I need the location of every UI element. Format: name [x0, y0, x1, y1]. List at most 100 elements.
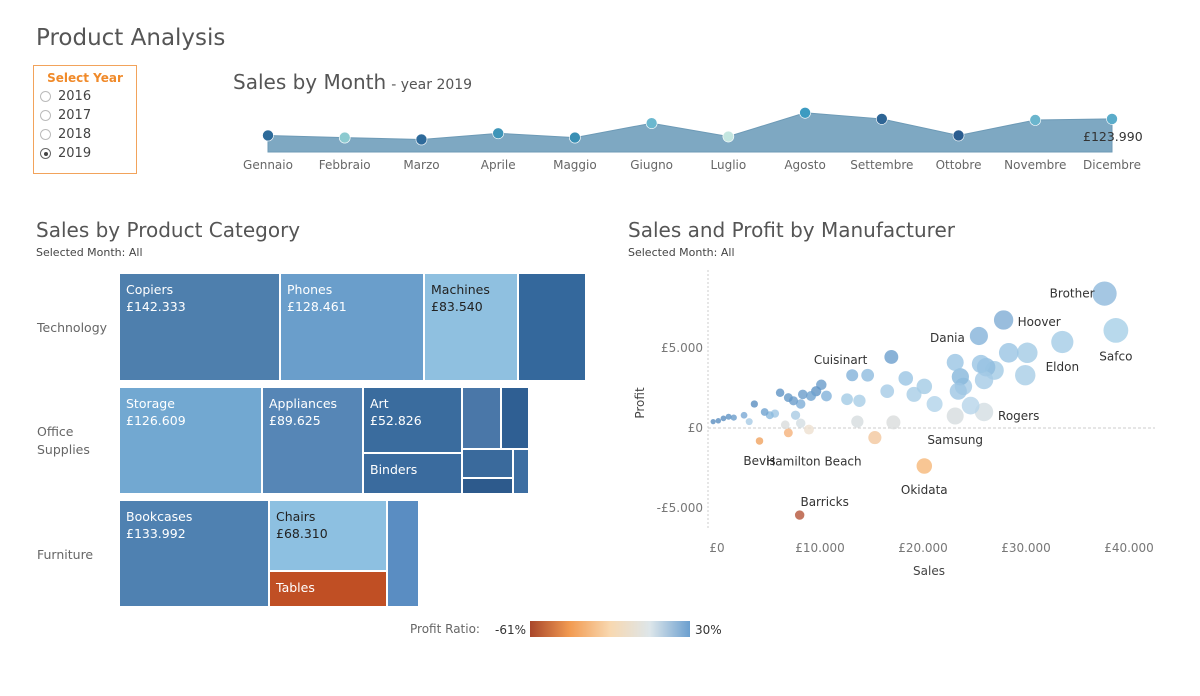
treemap-cell[interactable] [463, 388, 500, 448]
month-point[interactable] [569, 131, 581, 144]
manufacturer-point[interactable] [755, 437, 764, 445]
chart-title: Sales by Month [233, 70, 387, 94]
y-tick-label: £0 [688, 421, 703, 435]
manufacturer-point[interactable] [1015, 365, 1036, 386]
year-option-label: 2017 [58, 108, 92, 123]
treemap-cell-phones[interactable]: Phones £128.461 [281, 274, 423, 380]
month-point[interactable] [952, 129, 965, 142]
treemap-cell-tables[interactable]: Tables [270, 572, 386, 606]
treemap-cell[interactable] [463, 450, 512, 477]
manufacturer-point[interactable] [797, 389, 808, 400]
radio-icon[interactable] [40, 148, 51, 159]
month-point[interactable] [338, 131, 351, 144]
month-point[interactable] [1106, 113, 1118, 125]
manufacturer-point[interactable] [730, 414, 737, 421]
treemap-cell-machines[interactable]: Machines £83.540 [425, 274, 517, 380]
month-label: Luglio [710, 158, 747, 172]
manufacturer-point[interactable] [946, 353, 964, 371]
manufacturer-point[interactable] [795, 399, 806, 409]
month-point[interactable] [876, 113, 888, 125]
manufacturer-point[interactable] [851, 415, 864, 428]
manufacturer-point[interactable] [715, 418, 722, 424]
manufacturer-point[interactable] [783, 428, 793, 438]
treemap-cell-bookcases[interactable]: Bookcases £133.992 [120, 501, 268, 606]
category-supplies: Supplies [37, 442, 90, 457]
manufacturer-point[interactable] [720, 415, 727, 422]
manufacturer-point[interactable] [760, 408, 769, 416]
manufacturer-point[interactable] [841, 393, 853, 406]
cell-value: £133.992 [126, 526, 186, 541]
year-option-2019[interactable]: 2019 [40, 146, 136, 161]
month-point[interactable] [645, 117, 658, 130]
manufacturer-point[interactable] [993, 310, 1014, 330]
point-label: Okidata [901, 483, 948, 497]
manufacturer-point[interactable] [795, 418, 806, 428]
manufacturer-point[interactable] [906, 386, 922, 402]
month-point[interactable] [262, 129, 274, 142]
month-point[interactable] [1029, 114, 1042, 126]
treemap-cell-chairs[interactable]: Chairs £68.310 [270, 501, 386, 570]
manufacturer-point[interactable] [974, 402, 994, 422]
manufacturer-point[interactable] [971, 354, 991, 374]
year-option-2017[interactable]: 2017 [40, 108, 136, 123]
month-label: Novembre [1004, 158, 1067, 172]
manufacturer-point[interactable] [1051, 330, 1074, 354]
manufacturer-point[interactable] [1092, 281, 1117, 306]
treemap-cell[interactable] [502, 388, 528, 448]
radio-icon[interactable] [40, 110, 51, 121]
manufacturer-point[interactable] [783, 393, 793, 403]
manufacturer-point[interactable] [969, 326, 988, 346]
manufacturer-point[interactable] [790, 410, 801, 420]
manufacturer-point[interactable] [853, 394, 866, 407]
treemap-cell[interactable] [514, 450, 528, 493]
treemap-cell-appliances[interactable]: Appliances £89.625 [263, 388, 362, 493]
manufacturer-point[interactable] [1017, 342, 1038, 364]
month-point[interactable] [799, 106, 811, 119]
month-point[interactable] [492, 127, 504, 140]
month-point[interactable] [415, 133, 428, 146]
manufacturer-point[interactable] [886, 415, 901, 430]
manufacturer-point[interactable] [880, 384, 895, 399]
radio-icon[interactable] [40, 129, 51, 140]
manufacturer-point[interactable] [926, 396, 943, 412]
manufacturer-point[interactable] [775, 388, 785, 398]
manufacturer-point[interactable] [974, 370, 994, 390]
manufacturer-point[interactable] [725, 413, 732, 420]
manufacturer-point[interactable] [951, 368, 969, 386]
manufacturer-point[interactable] [898, 371, 914, 386]
manufacturer-point[interactable] [1103, 318, 1129, 343]
selected-month-label: Selected Month: [36, 246, 126, 259]
treemap-cell-binders[interactable]: Binders [364, 454, 461, 493]
sales-area [267, 112, 1113, 153]
x-tick-label: £20.000 [898, 541, 948, 555]
manufacturer-point[interactable] [780, 420, 790, 430]
manufacturer-point[interactable] [750, 400, 758, 408]
manufacturer-point[interactable] [949, 382, 967, 400]
manufacturer-point[interactable] [806, 391, 816, 401]
manufacturer-point[interactable] [961, 396, 980, 415]
manufacturer-point[interactable] [946, 407, 964, 425]
treemap-cell[interactable] [388, 501, 418, 606]
manufacturer-point[interactable] [884, 350, 899, 364]
manufacturer-point[interactable] [868, 431, 882, 445]
manufacturer-point[interactable] [998, 343, 1019, 363]
manufacturer-point[interactable] [745, 418, 753, 426]
manufacturer-point[interactable] [740, 411, 748, 419]
manufacturer-point[interactable] [821, 390, 832, 402]
manufacturer-point[interactable] [846, 369, 859, 382]
manufacturer-point[interactable] [710, 418, 716, 425]
manufacturer-point[interactable] [916, 458, 933, 474]
manufacturer-point[interactable] [916, 378, 933, 395]
treemap-cell-copiers[interactable]: Copiers £142.333 [120, 274, 279, 380]
treemap-cell-art[interactable]: Art £52.826 [364, 388, 461, 452]
treemap-cell[interactable] [463, 479, 512, 493]
radio-icon[interactable] [40, 91, 51, 102]
treemap-cell[interactable] [519, 274, 585, 380]
year-option-2016[interactable]: 2016 [40, 89, 136, 104]
manufacturer-point[interactable] [794, 510, 805, 520]
month-point[interactable] [722, 130, 735, 143]
treemap-cell-storage[interactable]: Storage £126.609 [120, 388, 261, 493]
manufacturer-point[interactable] [803, 424, 814, 435]
manufacturer-point[interactable] [861, 368, 875, 382]
year-option-2018[interactable]: 2018 [40, 127, 136, 142]
